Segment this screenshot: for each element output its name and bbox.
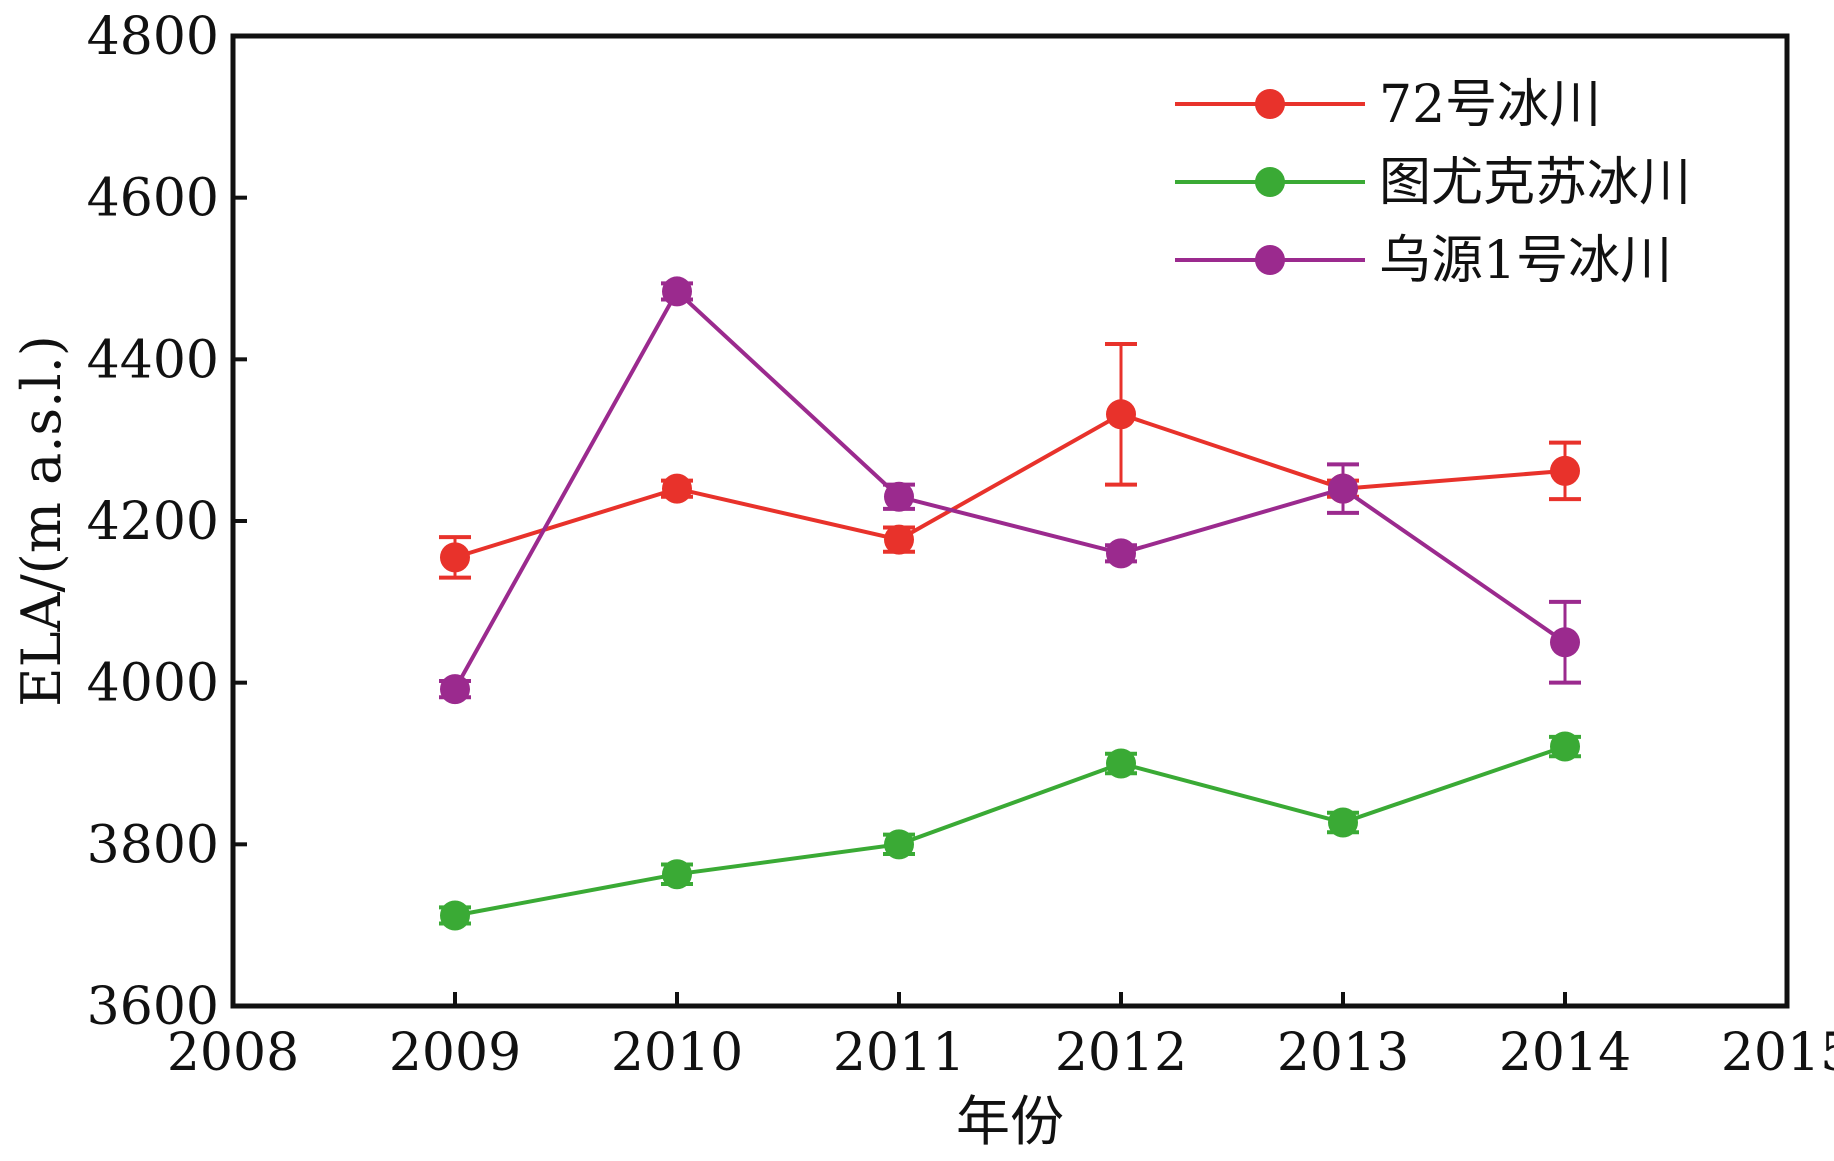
data-point (1328, 473, 1358, 504)
legend-label: 72号冰川 (1379, 75, 1601, 135)
data-point (662, 276, 692, 307)
data-point (662, 473, 692, 504)
data-point (1328, 807, 1358, 838)
series-1 (439, 731, 1581, 931)
data-point (1106, 538, 1136, 569)
y-tick-label: 4400 (87, 330, 219, 390)
data-point (1106, 399, 1136, 430)
series-0 (439, 341, 1581, 580)
legend-item: 72号冰川 (1175, 75, 1601, 135)
y-tick-label: 4800 (87, 7, 219, 67)
data-point (440, 900, 470, 931)
y-tick-label: 4000 (87, 654, 219, 714)
data-point (1550, 627, 1580, 658)
data-point (884, 829, 914, 860)
series-2 (439, 276, 1581, 705)
y-tick-label: 4600 (87, 169, 219, 229)
y-tick-label: 3600 (87, 977, 219, 1037)
series-line (454, 412, 1566, 560)
series-line (453, 288, 1567, 691)
series-line (454, 744, 1566, 918)
x-tick-label: 2009 (389, 1023, 521, 1083)
plot-frame (230, 33, 1790, 1009)
x-tick-label: 2013 (1277, 1023, 1409, 1083)
legend-swatch-marker (1255, 245, 1285, 275)
x-tick-label: 2010 (611, 1023, 743, 1083)
y-tick-label: 4200 (87, 492, 219, 552)
data-point (1550, 731, 1580, 762)
axes: 2008 2009 2010 2011 2012 2013 2014 2015 3600 3800… (87, 7, 1834, 1083)
legend-item: 图尤克苏冰川 (1175, 153, 1691, 213)
data-point (440, 542, 470, 573)
x-tick-label: 2011 (833, 1023, 965, 1083)
data-point (1106, 748, 1136, 779)
legend-label: 乌源1号冰川 (1379, 231, 1672, 291)
data-point (884, 524, 914, 555)
x-tick-label: 2008 (167, 1023, 299, 1083)
x-tick-label: 2012 (1055, 1023, 1187, 1083)
series (439, 276, 1581, 931)
y-axis-title: ELA/(m a.s.l.) (10, 335, 73, 707)
x-tick-label: 2015 (1721, 1023, 1834, 1083)
legend-swatch-marker (1255, 167, 1285, 197)
data-point (1550, 455, 1580, 486)
legend-label: 图尤克苏冰川 (1379, 153, 1691, 213)
data-point (884, 481, 914, 512)
data-point (662, 859, 692, 890)
y-tick-label: 3800 (87, 815, 219, 875)
x-axis-title: 年份 (956, 1090, 1064, 1153)
legend-swatch-marker (1255, 89, 1285, 119)
legend-item: 乌源1号冰川 (1175, 231, 1672, 291)
x-tick-label: 2014 (1499, 1023, 1631, 1083)
data-point (440, 674, 470, 705)
